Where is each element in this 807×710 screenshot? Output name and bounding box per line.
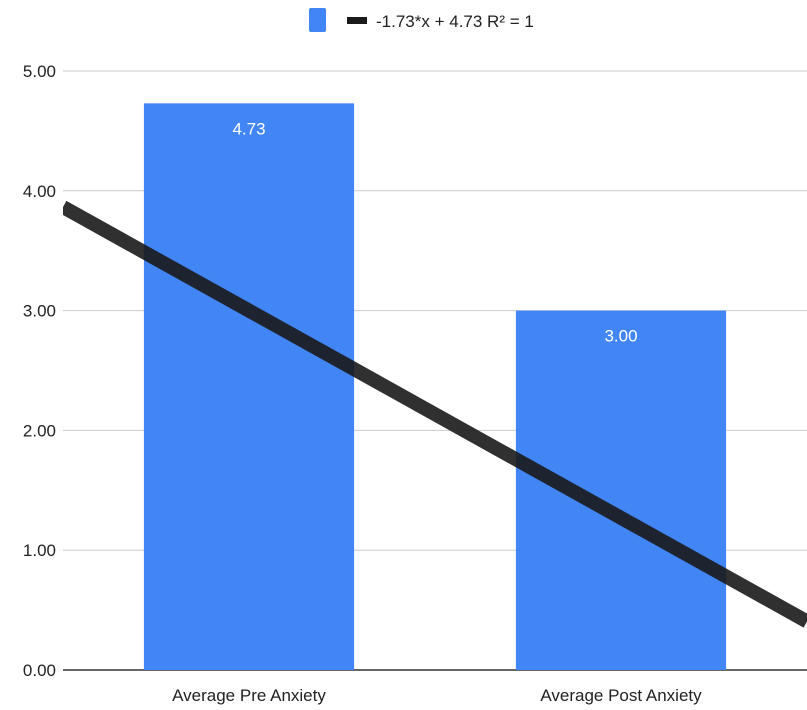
y-tick-label: 5.00 xyxy=(23,62,56,81)
bar-data-label: 3.00 xyxy=(604,327,637,346)
y-tick-label: 0.00 xyxy=(23,661,56,680)
y-tick-label: 2.00 xyxy=(23,421,56,440)
bars xyxy=(143,103,727,670)
x-category-label: Average Pre Anxiety xyxy=(172,686,326,705)
legend-bar-swatch xyxy=(309,8,326,32)
x-category-label: Average Post Anxiety xyxy=(540,686,702,705)
trendline xyxy=(63,200,807,628)
y-axis-tick-labels: 0.00 1.00 2.00 3.00 4.00 5.00 xyxy=(23,62,56,680)
y-tick-label: 3.00 xyxy=(23,302,56,321)
bar xyxy=(143,103,355,670)
bar xyxy=(515,310,727,670)
y-tick-label: 4.00 xyxy=(23,182,56,201)
legend: -1.73*x + 4.73 R² = 1 xyxy=(309,8,534,32)
y-tick-label: 1.00 xyxy=(23,541,56,560)
trendline-layer xyxy=(63,200,807,628)
x-axis-category-labels: Average Pre Anxiety Average Post Anxiety xyxy=(172,686,702,705)
legend-trendline-label: -1.73*x + 4.73 R² = 1 xyxy=(376,12,534,31)
bar-data-label: 4.73 xyxy=(232,119,265,138)
legend-trendline-swatch xyxy=(347,17,367,24)
data-labels: 4.73 3.00 xyxy=(232,119,637,345)
